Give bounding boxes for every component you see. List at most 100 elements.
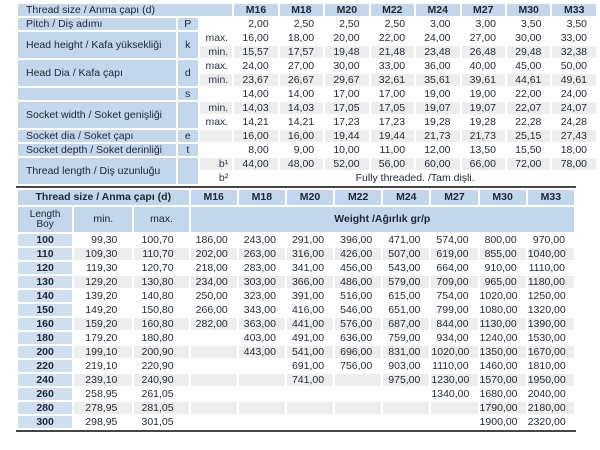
size-header-cell: M18 bbox=[279, 4, 324, 16]
weight-row: 240 239,10 240,90 741,00 975,00 1230,00 1570,0… bbox=[18, 374, 574, 386]
tolerance-cell: b¹ bbox=[199, 158, 233, 170]
spec-value-cell: 15,57 bbox=[234, 46, 278, 58]
max-length-cell: 240,90 bbox=[134, 374, 189, 386]
spec-value-cell: 19,07 bbox=[461, 102, 505, 114]
weight-value-cell: 934,00 bbox=[436, 332, 469, 344]
weight-row: 300 298,95 301,05 1900,00 2320,00 bbox=[18, 416, 574, 428]
weight-value-cell: 546,00 bbox=[340, 304, 373, 316]
max-length-cell: 160,80 bbox=[134, 318, 189, 330]
weight-row: 120 119,30 120,70 218,00 283,00 341,00 456,00 5… bbox=[18, 262, 574, 274]
size-header-cell: M33 bbox=[552, 4, 596, 16]
size-header-cell: M24 bbox=[416, 4, 460, 16]
weight-value-cell: 416,00 bbox=[291, 304, 325, 316]
spec-value-cell: 39,61 bbox=[461, 74, 505, 86]
spec-table: Thread size / Anma çapı (d) M16 M18 M20 M22… bbox=[16, 2, 598, 186]
spec-value-cell: 17,57 bbox=[279, 46, 324, 58]
spec-value-cell: 35,61 bbox=[416, 74, 460, 86]
weight-value-cell bbox=[238, 402, 285, 414]
weight-value-cell: 1250,00 bbox=[527, 290, 566, 302]
size-header-cell: M20 bbox=[286, 190, 334, 205]
weight-value-cell: 250,00 bbox=[195, 290, 228, 302]
spec-value-cell: 9,00 bbox=[293, 144, 315, 156]
spec-value-cell: 16,00 bbox=[234, 130, 278, 142]
spec-row: Head height / Kafa yüksekliği k max. 16,00 1… bbox=[18, 32, 596, 58]
length-cell: 130 bbox=[18, 276, 73, 288]
weight-row: 100 99,30 100,70 186,00 243,00 291,00 396,00 47… bbox=[18, 234, 574, 246]
tolerance-cell: min. bbox=[199, 74, 233, 86]
weight-value-cell bbox=[191, 332, 237, 344]
weight-value-cell bbox=[383, 402, 430, 414]
max-length-cell: 220,90 bbox=[141, 360, 174, 372]
size-header-cell: M30 bbox=[479, 190, 526, 205]
weight-value-cell bbox=[335, 388, 381, 400]
weight-value-cell bbox=[191, 388, 237, 400]
tolerance-cell: max. bbox=[205, 60, 229, 72]
weight-row: 160 159,20 160,80 282,00 363,00 441,00 576,00 6… bbox=[18, 318, 574, 330]
max-length-cell: 110,70 bbox=[134, 248, 189, 260]
min-column-header: min. bbox=[74, 207, 133, 232]
spec-value-cell: 36,00 bbox=[424, 60, 451, 72]
spec-value-cell: 18,00 bbox=[287, 32, 315, 44]
spec-value-cell: 19,28 bbox=[469, 116, 496, 128]
spec-value-cell: 20,00 bbox=[333, 32, 360, 44]
weight-value-cell: 1900,00 bbox=[479, 416, 518, 428]
table-divider-top bbox=[16, 186, 576, 188]
max-length-cell: 261,05 bbox=[141, 388, 174, 400]
spec-value-cell: 17,05 bbox=[370, 102, 415, 114]
spec-value-cell: 16,00 bbox=[242, 32, 269, 44]
weight-value-cell: 426,00 bbox=[335, 248, 382, 260]
spec-value-cell: 30,00 bbox=[333, 60, 360, 72]
min-length-cell: 109,30 bbox=[74, 248, 133, 260]
spec-value-cell: 23,67 bbox=[234, 74, 278, 86]
min-length-cell: 258,95 bbox=[85, 388, 118, 400]
spec-row-label: Socket depth / Soket derinliği bbox=[18, 144, 176, 156]
spec-value-cell: 72,00 bbox=[506, 158, 551, 170]
weight-value-cell: 1180,00 bbox=[527, 276, 574, 288]
weight-value-cell: 1950,00 bbox=[527, 374, 574, 386]
size-header-cell: M20 bbox=[325, 4, 369, 16]
weight-subheader-row: Length Boy min. max. Weight /Ağırlık gr/p bbox=[18, 207, 574, 232]
weight-value-cell bbox=[287, 416, 333, 428]
weight-value-cell: 903,00 bbox=[388, 360, 421, 372]
spec-value-cell: 22,00 bbox=[378, 32, 406, 44]
spec-value-cell: 78,00 bbox=[552, 158, 596, 170]
spec-value-cell: 29,67 bbox=[325, 74, 369, 86]
spec-value-cell: 40,00 bbox=[469, 60, 496, 72]
weight-value-cell: 615,00 bbox=[388, 290, 421, 302]
size-header-cell: M27 bbox=[461, 4, 505, 16]
spec-value-cell: 27,43 bbox=[552, 130, 596, 142]
spec-value-cell: 3,00 bbox=[430, 18, 451, 30]
weight-value-cell: 1020,00 bbox=[431, 346, 478, 358]
weight-value-cell bbox=[238, 374, 285, 386]
spec-symbol-cell: P bbox=[177, 18, 198, 30]
min-length-cell: 199,10 bbox=[74, 346, 133, 358]
spec-row: Socket dia / Soket çapı e 16,00 16,00 19,44 1… bbox=[18, 130, 596, 142]
weight-value-cell bbox=[335, 402, 382, 414]
weight-value-cell bbox=[286, 402, 334, 414]
tolerance-cell: min. bbox=[199, 102, 233, 114]
weight-row: 180 179,20 180,80 403,00 491,00 636,00 759,00 9… bbox=[18, 332, 574, 344]
length-cell: 110 bbox=[18, 248, 73, 260]
spec-value-cell: 19,48 bbox=[325, 46, 369, 58]
spec-value-cell: 44,00 bbox=[234, 158, 278, 170]
spec-value-cell: 3,00 bbox=[475, 18, 496, 30]
length-cell: 140 bbox=[18, 290, 73, 302]
tolerance-cell: max. bbox=[205, 116, 229, 128]
weight-row: 200 199,10 200,90 443,00 541,00 696,00 831,00 1… bbox=[18, 346, 574, 358]
weight-units-header: Weight /Ağırlık gr/p bbox=[190, 207, 574, 232]
spec-value-cell: 30,00 bbox=[515, 32, 542, 44]
weight-value-cell: 579,00 bbox=[383, 276, 430, 288]
spec-header-label: Thread size / Anma çapı (d) bbox=[18, 4, 233, 16]
spec-value-cell: 25,15 bbox=[506, 130, 551, 142]
weight-value-cell bbox=[431, 416, 477, 428]
weight-value-cell: 291,00 bbox=[291, 234, 325, 246]
length-column-header: Length Boy bbox=[18, 207, 73, 232]
spec-value-cell: 32,61 bbox=[370, 74, 415, 86]
size-header-cell: M16 bbox=[190, 190, 237, 205]
weight-value-cell: 543,00 bbox=[388, 262, 421, 274]
weight-value-cell bbox=[287, 388, 333, 400]
weight-value-cell: 1110,00 bbox=[432, 360, 469, 372]
spec-symbol-cell: e bbox=[177, 130, 198, 142]
weight-value-cell: 1130,00 bbox=[479, 318, 526, 330]
weight-value-cell: 756,00 bbox=[340, 360, 373, 372]
